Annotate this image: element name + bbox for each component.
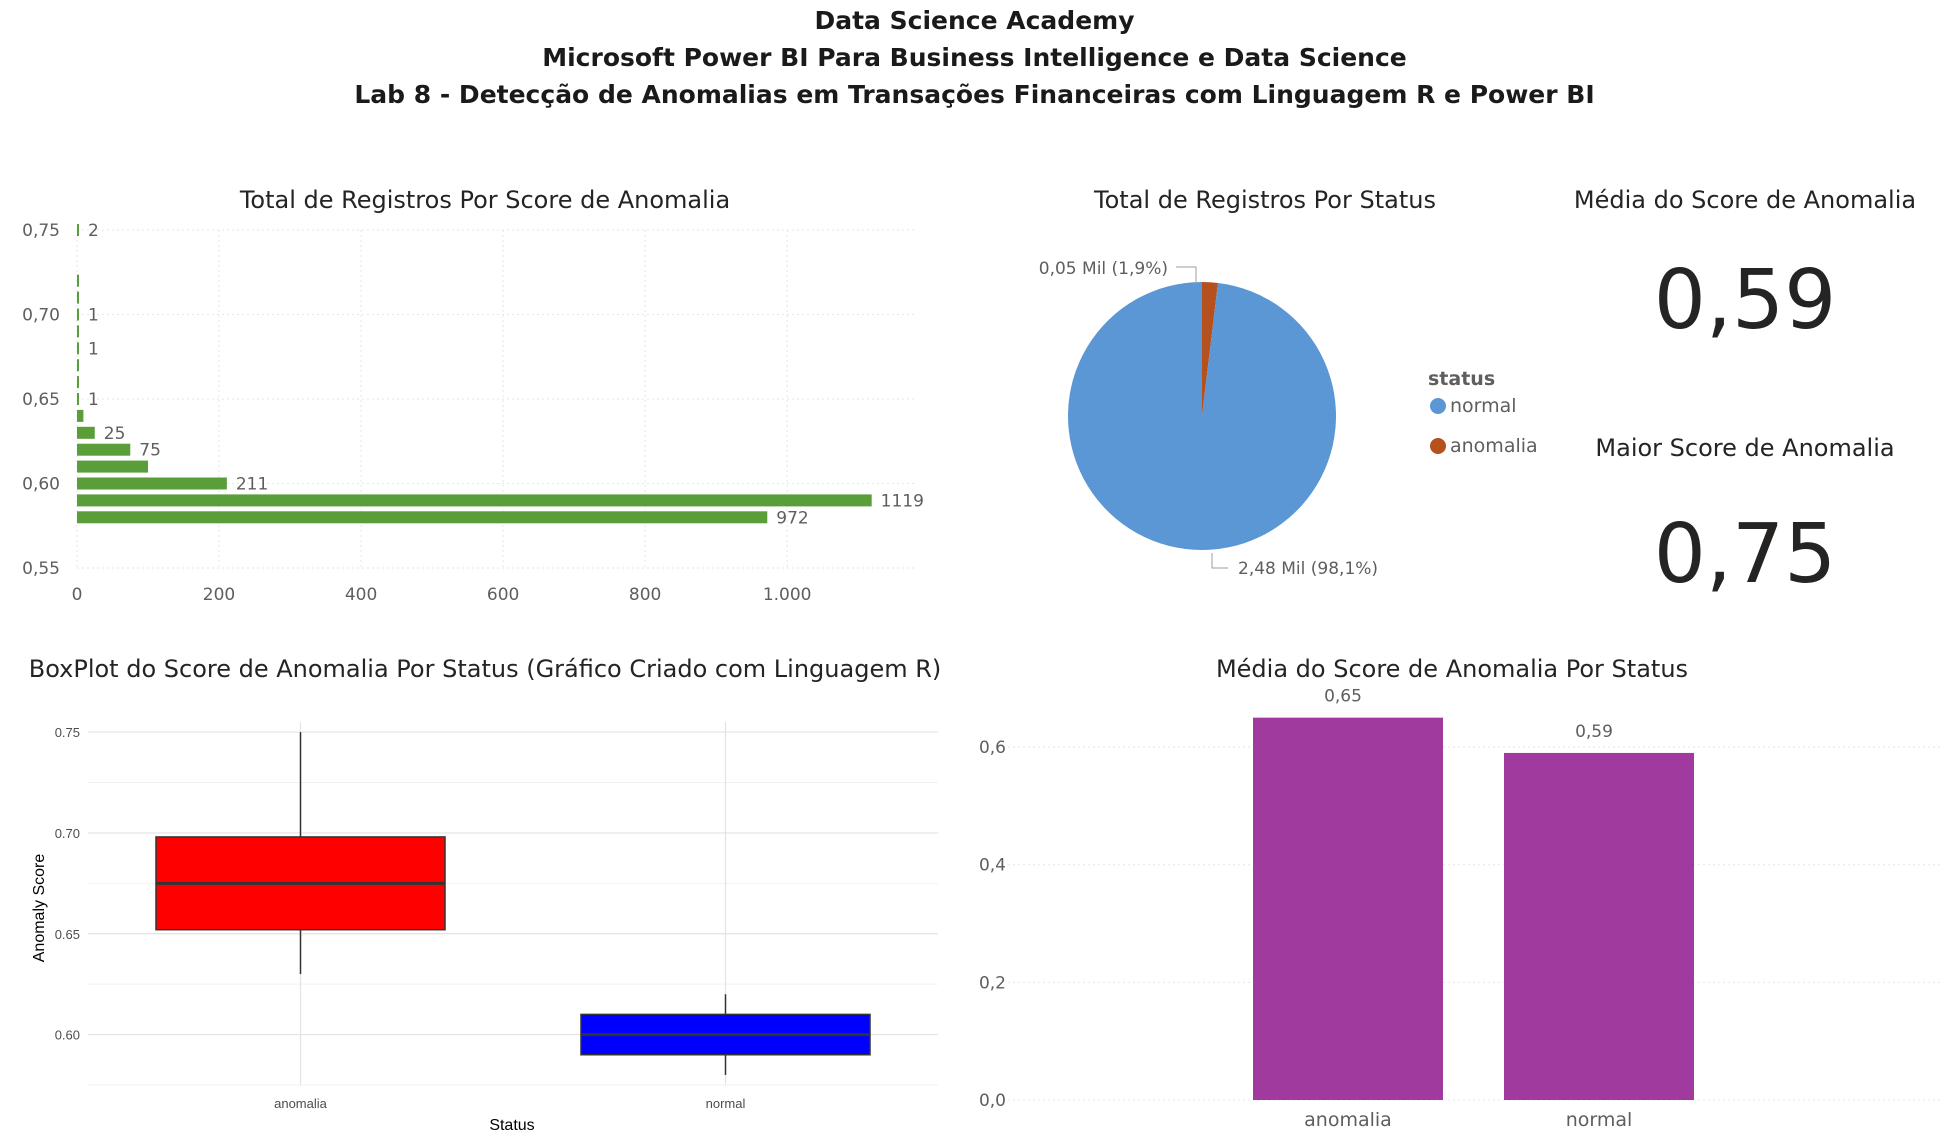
boxplot-x-axis-label: Status [489,1117,534,1134]
score-bar [77,342,79,355]
x-tick-label: 400 [345,585,377,605]
y-tick-label: 0.75 [55,725,80,740]
mean-bar-anomalia [1253,717,1443,1100]
legend-marker-normal [1430,398,1446,414]
score-bar [77,511,768,524]
legend-item-normal: normal [1450,395,1517,417]
y-tick-label: 0.65 [55,927,80,942]
bar-data-label: 1 [88,306,99,326]
boxplot-y-axis-label: Anomaly Score [31,854,48,963]
bar-data-label: 25 [104,424,126,444]
x-category-label: anomalia [1304,1109,1392,1131]
y-tick-label: 0,55 [22,559,60,579]
score-bar [77,393,79,405]
score-bar [77,274,79,287]
mean-bar-normal [1504,752,1694,1100]
score-bar [77,308,79,321]
dashboard-title-line-1: Data Science Academy [814,6,1135,35]
y-tick-label: 0.70 [55,826,80,841]
legend-item-anomalia: anomalia [1450,435,1538,457]
y-tick-label: 0,2 [979,973,1006,993]
y-tick-label: 0,70 [22,306,60,326]
max-score-card-value: 0,75 [1654,507,1837,602]
x-tick-label: normal [706,1096,746,1111]
x-tick-label: 1.000 [763,585,812,605]
pie-slice-normal [1068,282,1337,550]
score-bar [77,409,84,422]
x-category-label: normal [1566,1109,1633,1131]
dashboard-title-line-3: Lab 8 - Detecção de Anomalias em Transaç… [354,80,1595,109]
y-tick-label: 0,65 [22,390,60,410]
bar-data-label: 972 [776,508,808,528]
r-boxplot-chart[interactable]: BoxPlot do Score de Anomalia Por Status … [29,655,942,1134]
bar-data-label: 211 [236,475,268,495]
y-tick-label: 0,75 [22,221,60,241]
y-tick-label: 0,60 [22,475,60,495]
mean-score-card: Média do Score de Anomalia 0,59 [1574,186,1916,348]
bar-data-label: 1 [88,339,99,359]
x-tick-label: 0 [72,585,83,605]
legend-marker-anomalia [1430,438,1446,454]
mean-score-card-value: 0,59 [1654,253,1837,348]
dashboard-title-line-2: Microsoft Power BI Para Business Intelli… [542,43,1407,72]
score-histogram-chart[interactable]: Total de Registros Por Score de Anomalia… [22,186,924,605]
score-bar [77,291,79,304]
bar-data-label: 1119 [881,491,924,511]
bar-data-label: 2 [88,221,99,241]
bar-data-label: 0,59 [1575,722,1613,742]
score-bar [77,477,227,490]
pie-leader-line [1176,266,1197,284]
status-pie-chart[interactable]: Total de Registros Por Status 0,05 Mil (… [1039,186,1538,579]
score-bar [77,376,79,389]
score-bar [77,325,79,338]
score-bar [77,443,131,456]
bar-data-label: 0,65 [1324,687,1362,707]
score-bar [77,224,79,236]
x-tick-label: anomalia [274,1096,328,1111]
score-bar [77,460,149,473]
score-bar [77,359,79,372]
y-tick-label: 0,6 [979,738,1006,758]
score-bar [77,426,95,439]
pie-slice-anomalia [1202,282,1218,416]
bar-data-label: 75 [139,441,161,461]
pie-legend-title: status [1428,368,1495,390]
max-score-card-title: Maior Score de Anomalia [1595,434,1894,462]
score-histogram-title: Total de Registros Por Score de Anomalia [239,186,730,214]
status-pie-title: Total de Registros Por Status [1093,186,1436,214]
pie-data-label: 2,48 Mil (98,1%) [1238,559,1378,579]
max-score-card: Maior Score de Anomalia 0,75 [1595,434,1894,602]
x-tick-label: 800 [629,585,661,605]
bar-data-label: 1 [88,390,99,410]
mean-score-by-status-chart[interactable]: Média do Score de Anomalia Por Status 0,… [979,655,1940,1131]
mean-by-status-title: Média do Score de Anomalia Por Status [1216,655,1688,683]
y-tick-label: 0.60 [55,1028,80,1043]
x-tick-label: 600 [487,585,519,605]
boxplot-title: BoxPlot do Score de Anomalia Por Status … [29,655,942,683]
x-tick-label: 200 [203,585,235,605]
pie-leader-line [1211,553,1228,569]
y-tick-label: 0,0 [979,1091,1006,1111]
y-tick-label: 0,4 [979,856,1006,876]
pie-data-label: 0,05 Mil (1,9%) [1039,259,1168,279]
score-bar [77,494,872,507]
mean-score-card-title: Média do Score de Anomalia [1574,186,1916,214]
